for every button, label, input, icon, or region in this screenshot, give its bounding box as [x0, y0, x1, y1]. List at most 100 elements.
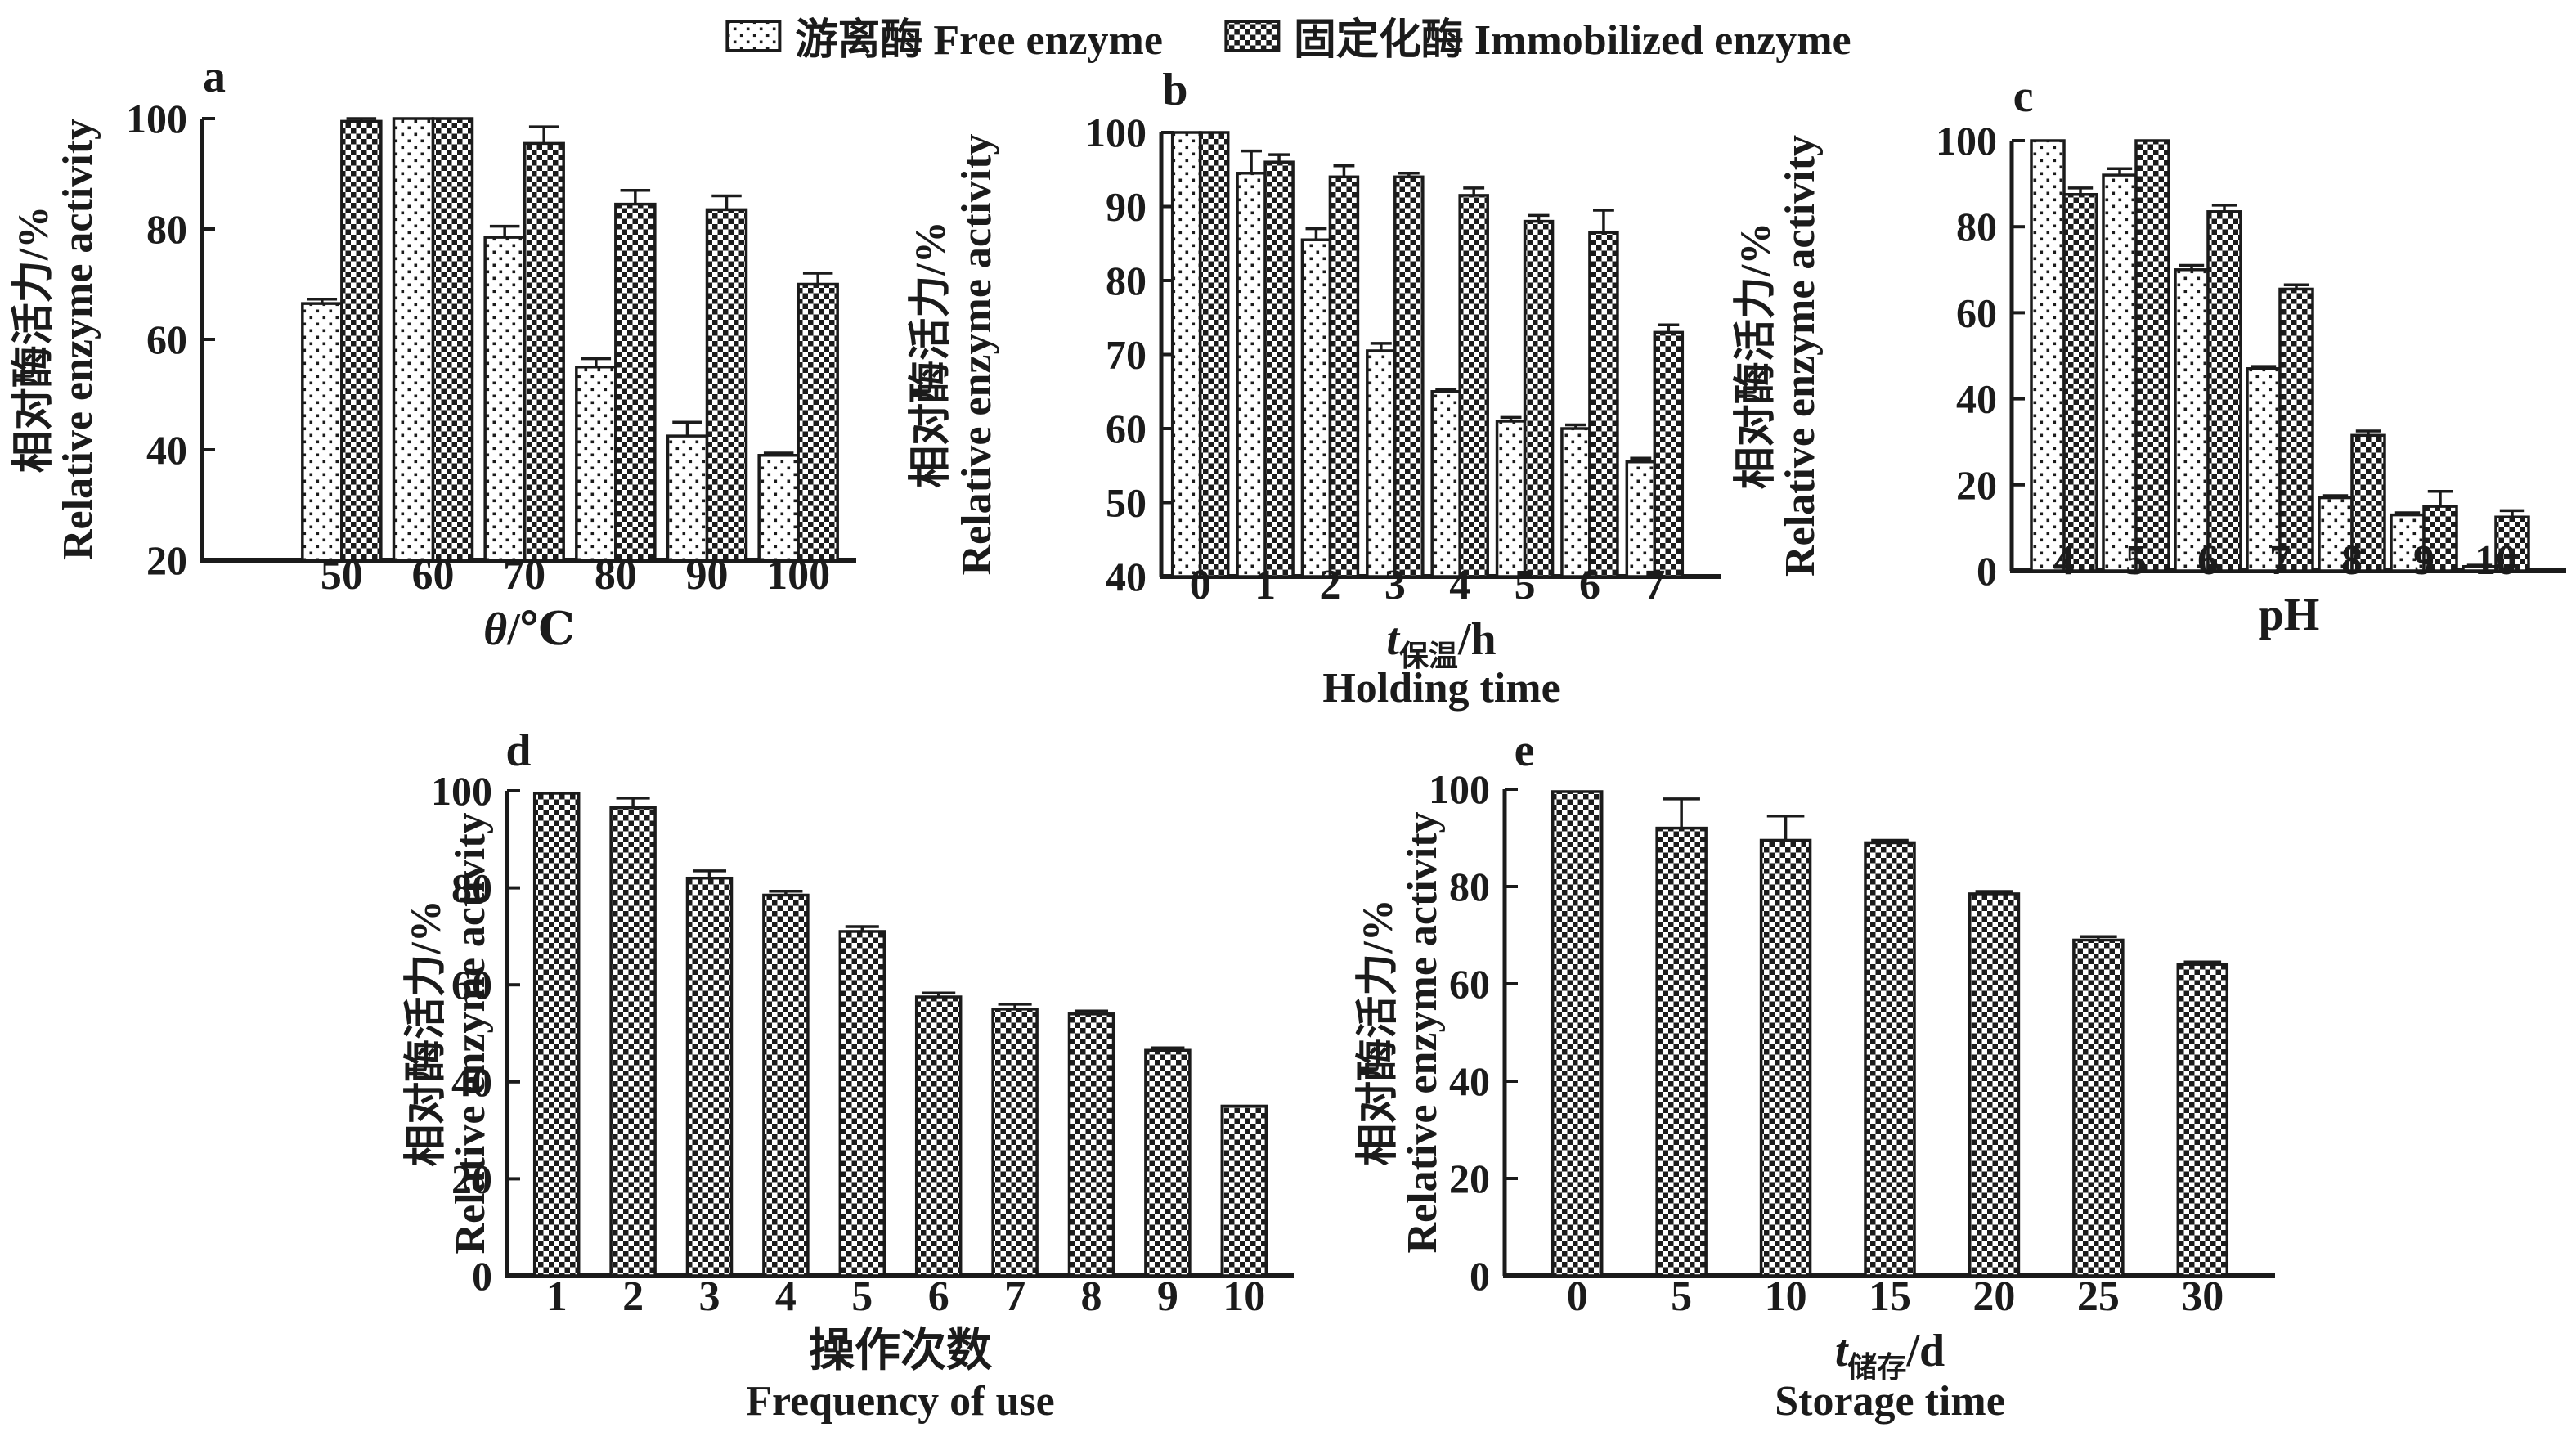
bar-c-s1-7 — [2278, 287, 2314, 572]
bar-a-s0-50 — [301, 302, 343, 562]
x-tick-label: 90 — [686, 552, 729, 599]
y-tick-label: 60 — [146, 316, 187, 362]
y-tick-label: 20 — [1449, 1156, 1490, 1201]
x-tick-label: 15 — [1869, 1273, 1911, 1320]
bar-d-s0-5 — [838, 930, 886, 1277]
y-tick-label: 60 — [1449, 961, 1490, 1007]
bar-b-s1-0 — [1198, 131, 1230, 578]
x-tick-label: 20 — [1972, 1273, 2015, 1320]
panel-letter-a: a — [203, 52, 226, 102]
x-tick-label: 50 — [321, 552, 363, 599]
x-tick-label: 2 — [622, 1273, 644, 1320]
x-tick-label: 3 — [699, 1273, 720, 1320]
y-tick-label: 60 — [1956, 290, 1997, 335]
y-axis-title-cn: 相对酶活力/% — [10, 206, 57, 473]
chart-a-svg: 20 40 60 80 100 50 60 70 80 90 100 θ/℃ 相对酶活力/%Relati… — [10, 52, 856, 655]
x-tick-label: 4 — [2053, 537, 2075, 584]
x-tick-label: 1 — [1254, 562, 1276, 608]
bar-a-s0-100 — [757, 454, 800, 562]
bar-b-s1-6 — [1588, 231, 1619, 578]
y-tick-label: 50 — [1106, 480, 1147, 526]
x-tick-label: 6 — [2197, 537, 2219, 584]
x-tick-label: 6 — [1579, 562, 1600, 608]
panel-letter-e: e — [1515, 725, 1535, 776]
x-tick-label: 7 — [2269, 537, 2291, 584]
x-axis-title: t储存/d — [1835, 1326, 1945, 1384]
y-axis-title-en: Relative enzyme activity — [954, 133, 1000, 575]
bar-b-s0-5 — [1495, 420, 1527, 578]
bar-c-s1-5 — [2134, 139, 2170, 572]
y-axis-title-en: Relative enzyme activity — [55, 119, 101, 560]
chart-a-temperature: 20 40 60 80 100 50 60 70 80 90 100 θ/℃ 相对酶活力/% Relati… — [0, 33, 863, 703]
y-tick-label: 40 — [1956, 376, 1997, 422]
y-tick-label: 40 — [1449, 1058, 1490, 1104]
y-tick-label: 80 — [1449, 864, 1490, 909]
x-tick-label: 4 — [1449, 562, 1470, 608]
x-tick-label: 5 — [1515, 562, 1536, 608]
bar-d-s0-6 — [914, 995, 963, 1277]
x-tick-label: 60 — [412, 552, 455, 599]
bar-e-s0-15 — [1864, 841, 1916, 1277]
bar-a-s1-70 — [523, 141, 565, 562]
x-axis-title-en: Frequency of use — [746, 1378, 1054, 1425]
x-tick-label: 3 — [1384, 562, 1406, 608]
chart-e-storage: 0 20 40 60 80 100 0 5 10 15 20 25 30 t储存/d Storage tim… — [1349, 720, 2372, 1432]
y-tick-label: 80 — [146, 206, 187, 252]
bar-b-s1-5 — [1523, 219, 1555, 578]
bar-b-s0-1 — [1236, 172, 1267, 578]
bar-e-s0-0 — [1551, 790, 1604, 1277]
y-axis-title-cn: 相对酶活力/% — [1354, 899, 1402, 1165]
x-axis-title: pH — [2259, 590, 2320, 640]
x-tick-label: 80 — [595, 552, 637, 599]
bar-d-s0-3 — [685, 876, 734, 1277]
bar-e-s0-10 — [1759, 838, 1812, 1277]
y-tick-label: 100 — [431, 768, 492, 814]
chart-c-svg: 0 20 40 60 80 100 4 5 6 7 8 9 10 pH 相对酶活力/%Relative en… — [1732, 71, 2566, 640]
panel-letter-b: b — [1162, 65, 1187, 115]
bar-a-s0-70 — [483, 236, 526, 562]
bar-b-s1-1 — [1263, 160, 1295, 578]
bar-c-s1-10 — [2494, 515, 2530, 572]
x-axis-title-en: Storage time — [1775, 1378, 2005, 1425]
bar-b-s1-4 — [1458, 194, 1489, 578]
bar-b-s0-6 — [1560, 427, 1591, 578]
x-tick-label: 9 — [1157, 1273, 1178, 1320]
bar-b-s1-3 — [1393, 175, 1425, 578]
y-axis-title-cn: 相对酶活力/% — [907, 221, 954, 487]
y-axis-title-cn: 相对酶活力/% — [402, 900, 450, 1166]
y-tick-label: 100 — [1085, 110, 1147, 155]
bar-e-s0-5 — [1655, 826, 1708, 1277]
bar-a-s1-50 — [340, 119, 383, 562]
bar-d-s0-7 — [991, 1008, 1039, 1277]
y-tick-label: 20 — [1956, 462, 1997, 508]
y-tick-label: 100 — [126, 96, 187, 141]
x-tick-label: 8 — [1081, 1273, 1102, 1320]
bar-c-s0-5 — [2102, 173, 2138, 572]
bar-b-s0-2 — [1300, 238, 1332, 578]
x-tick-label: 7 — [1644, 562, 1665, 608]
x-tick-label: 5 — [1671, 1273, 1692, 1320]
x-tick-label: 9 — [2413, 537, 2435, 584]
bar-d-s0-10 — [1220, 1104, 1268, 1277]
x-tick-label: 4 — [775, 1273, 797, 1320]
x-tick-label: 30 — [2181, 1273, 2224, 1320]
legend-item-free: 游离酶 Free enzyme — [725, 5, 1163, 66]
bar-a-s1-100 — [797, 282, 839, 562]
bar-b-s0-4 — [1430, 390, 1461, 578]
bar-a-s0-80 — [575, 366, 617, 562]
chart-b-holding-time: 40 50 60 70 80 90 100 0 1 2 3 4 5 6 7 t保温/h Holding time… — [863, 33, 1761, 720]
x-axis-title: θ/℃ — [483, 604, 575, 655]
y-axis-title-en: Relative enzyme activity — [1777, 135, 1824, 577]
x-axis-title-en: Holding time — [1322, 665, 1560, 712]
bar-b-s0-0 — [1170, 131, 1202, 578]
bar-a-s1-80 — [614, 202, 657, 562]
y-tick-label: 40 — [1106, 554, 1147, 599]
x-tick-label: 5 — [851, 1273, 873, 1320]
bar-a-s0-60 — [392, 117, 435, 562]
y-tick-label: 90 — [1106, 184, 1147, 230]
legend-label-free: 游离酶 Free enzyme — [795, 17, 1163, 64]
